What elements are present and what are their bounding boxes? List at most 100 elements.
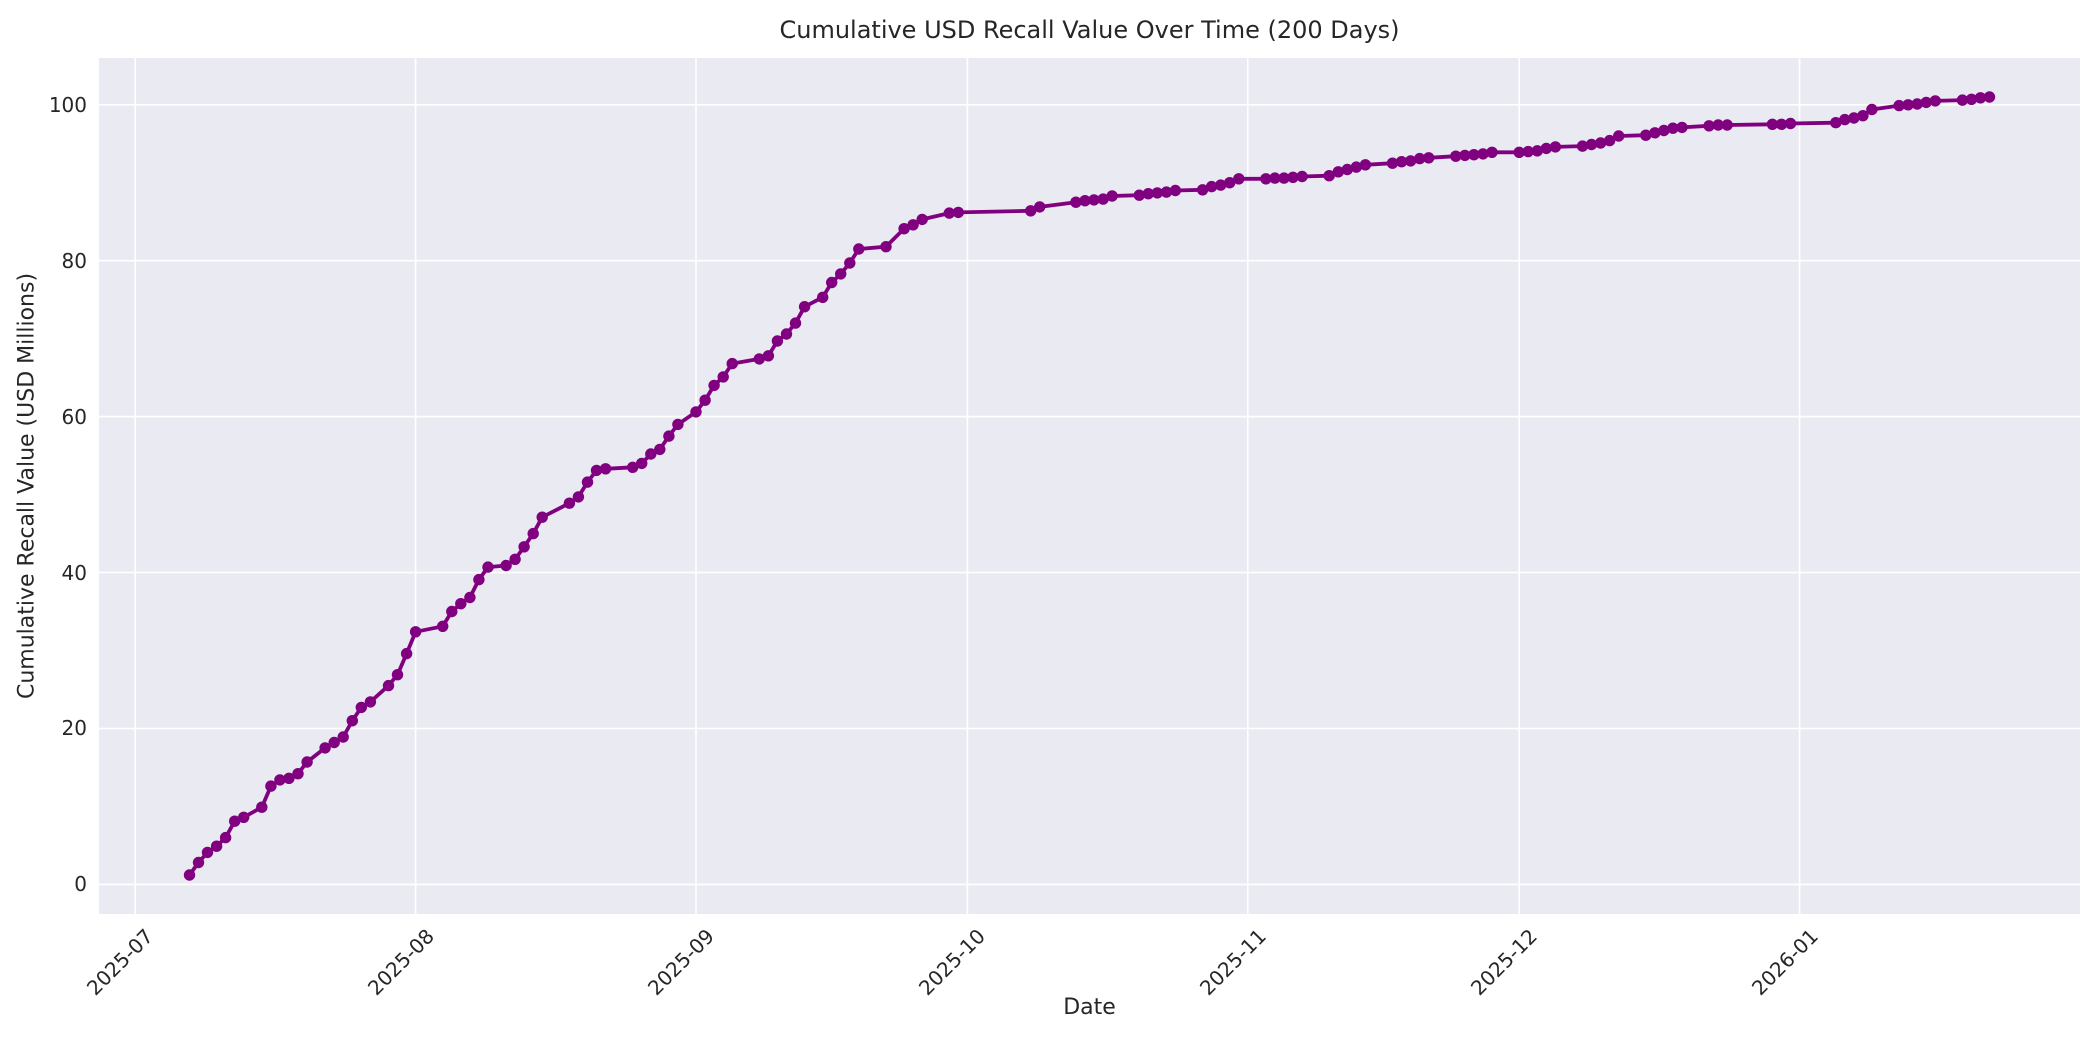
data-point-marker (355, 701, 367, 714)
data-point-marker (1549, 141, 1562, 153)
series-line (187, 95, 1992, 877)
data-point-marker (1160, 186, 1173, 198)
data-point-marker (826, 276, 838, 289)
data-point-marker (1196, 184, 1209, 196)
y-tick-label: 20 (61, 716, 87, 741)
data-point-marker (183, 869, 196, 881)
data-point-marker (581, 476, 594, 488)
y-tick-label: 60 (61, 404, 87, 429)
data-point-marker (1097, 193, 1109, 205)
data-point-marker (1486, 146, 1498, 158)
chart-title: Cumulative USD Recall Value Over Time (2… (779, 16, 1400, 44)
data-point-marker (283, 772, 295, 784)
data-point-marker (627, 461, 639, 473)
data-point-marker (1359, 159, 1372, 171)
data-point-marker (446, 605, 458, 618)
data-point-marker (663, 430, 675, 442)
data-point-marker (455, 598, 467, 610)
data-point-marker (1513, 146, 1525, 158)
data-point-marker (690, 406, 702, 418)
data-point-marker (943, 207, 955, 219)
y-tick-label: 0 (74, 872, 87, 897)
data-point-marker (1477, 148, 1489, 160)
data-point-marker (1468, 149, 1480, 161)
data-point-marker (328, 736, 340, 749)
data-point-marker (1423, 152, 1435, 164)
data-point-marker (798, 301, 811, 313)
data-point-marker (1395, 156, 1408, 168)
data-point-marker (1414, 152, 1426, 165)
data-point-marker (1260, 173, 1272, 185)
data-point-marker (1070, 196, 1082, 208)
data-point-marker (1269, 172, 1281, 184)
data-point-marker (1676, 121, 1688, 134)
data-point-marker (1540, 142, 1553, 155)
data-point-marker (274, 774, 286, 786)
data-point-marker (1956, 94, 1969, 106)
y-tick-label: 100 (48, 92, 87, 117)
data-point-marker (817, 291, 829, 303)
data-point-marker (1594, 137, 1607, 149)
data-point-marker (762, 350, 775, 362)
y-axis-label: Cumulative Recall Value (USD Millions) (14, 272, 40, 700)
data-point-marker (400, 647, 413, 660)
data-point-marker (780, 328, 793, 340)
data-point-marker (292, 768, 304, 780)
data-point-marker (590, 464, 603, 477)
data-point-marker (500, 559, 512, 572)
data-point-marker (1169, 184, 1182, 197)
data-point-marker (952, 206, 964, 219)
data-point-marker (1522, 145, 1534, 158)
data-point-marker (464, 591, 476, 604)
data-point-marker (391, 669, 404, 681)
data-point-marker (1830, 117, 1842, 129)
data-point-marker (1450, 150, 1462, 162)
x-tick-label: 2025-08 (362, 924, 439, 1001)
data-point-marker (210, 840, 223, 852)
data-point-marker (482, 561, 494, 573)
x-tick-label: 2026-01 (1746, 924, 1823, 1001)
data-point-marker (672, 418, 684, 431)
data-point-marker (536, 511, 548, 523)
data-point-marker (1911, 98, 1923, 110)
data-point-marker (509, 553, 521, 565)
data-point-marker (1920, 96, 1932, 109)
data-point-marker (599, 463, 612, 475)
data-point-marker (256, 801, 268, 813)
data-point-marker (1766, 118, 1779, 130)
data-point-marker (1224, 177, 1236, 189)
data-point-marker (1133, 189, 1146, 201)
data-point-marker (699, 394, 711, 406)
data-point-marker (518, 541, 530, 553)
data-point-marker (346, 715, 358, 727)
data-point-marker (1151, 187, 1164, 199)
data-point-marker (301, 756, 313, 768)
data-point-marker (1902, 99, 1914, 111)
data-point-marker (1857, 110, 1869, 122)
data-point-marker (844, 257, 856, 269)
data-point-marker (717, 371, 729, 383)
data-point-marker (1784, 117, 1797, 130)
data-point-marker (1929, 95, 1942, 107)
data-point-marker (1025, 205, 1037, 217)
data-point-marker (1965, 93, 1978, 105)
data-point-marker (1215, 179, 1227, 191)
data-point-marker (1640, 129, 1652, 141)
data-point-marker (1341, 163, 1354, 176)
plot-area (99, 58, 2080, 914)
data-point-marker (1866, 103, 1878, 116)
data-point-marker (645, 448, 657, 460)
data-point-marker (1079, 195, 1091, 207)
x-axis-label: Date (1063, 995, 1116, 1020)
data-point-marker (409, 626, 422, 638)
data-point-marker (1703, 120, 1715, 132)
data-point-marker (563, 497, 576, 509)
data-point-marker (1205, 180, 1218, 193)
data-point-marker (1848, 112, 1860, 124)
data-point-marker (1323, 170, 1335, 182)
x-tick-label: 2025-10 (914, 924, 991, 1001)
data-point-marker (572, 491, 585, 503)
data-point-marker (1585, 138, 1598, 151)
data-point-marker (382, 679, 395, 692)
data-point-marker (337, 731, 349, 743)
